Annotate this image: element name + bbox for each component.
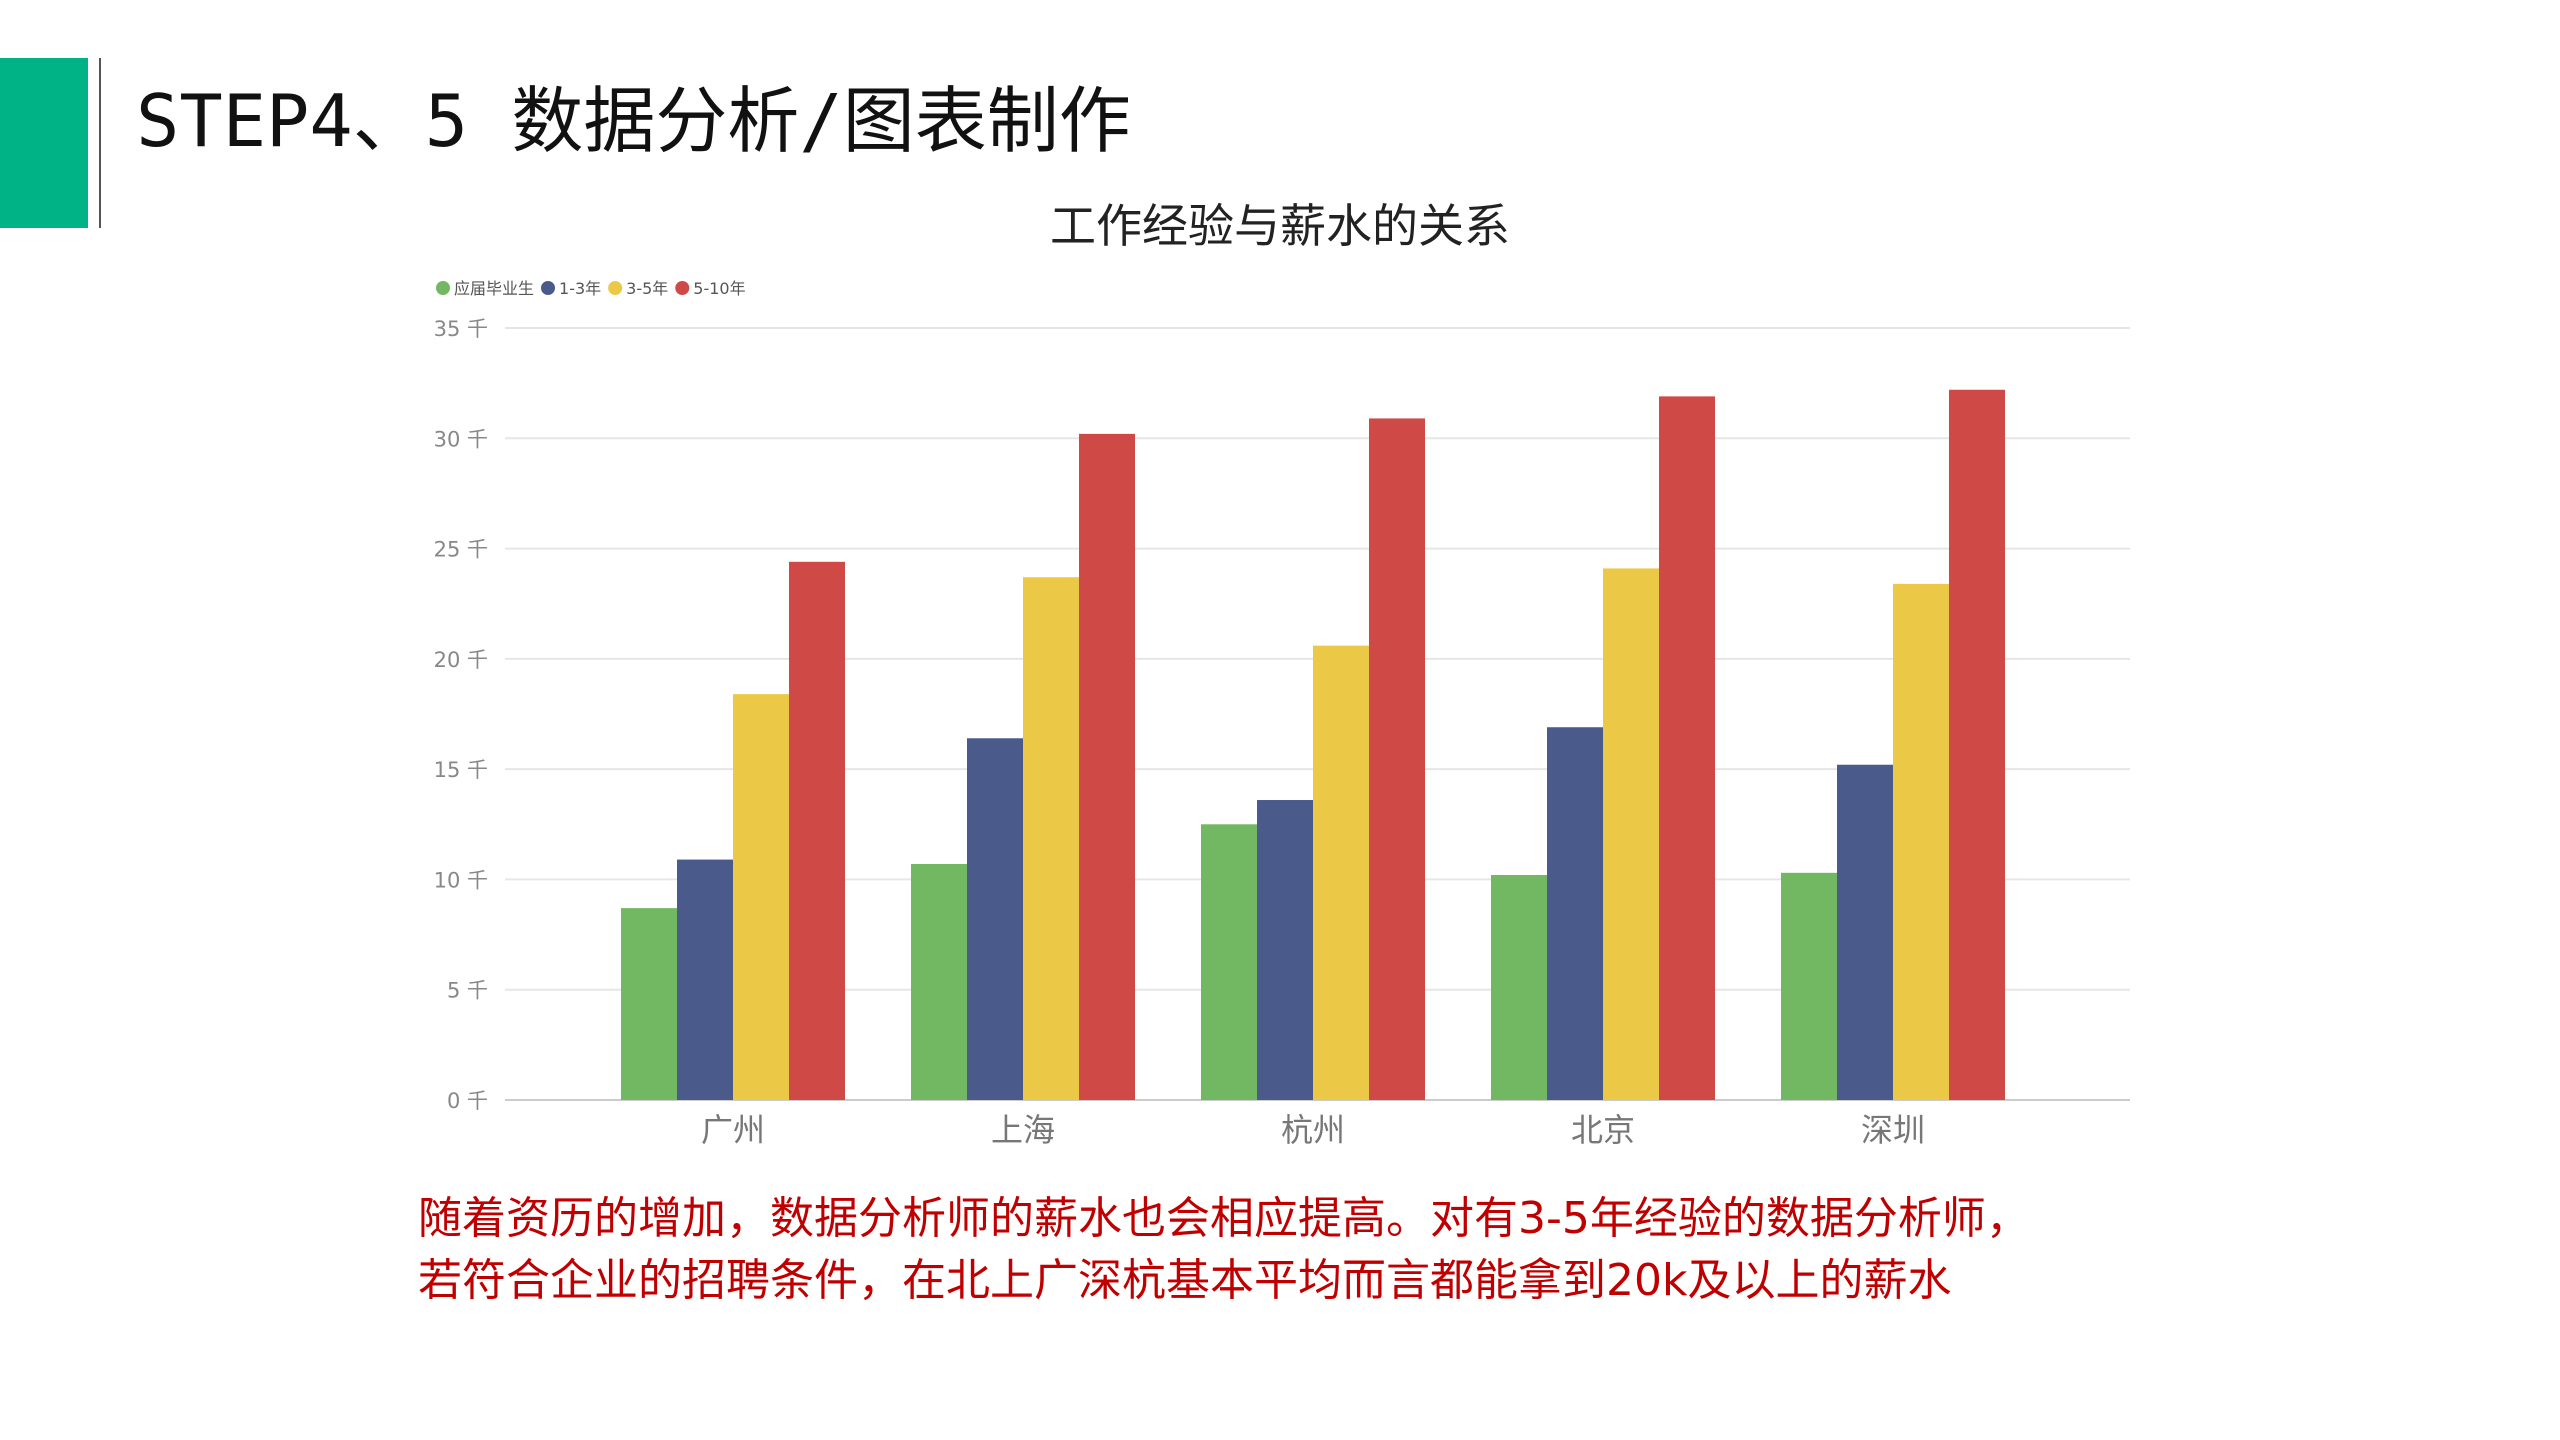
bar-上海-应届毕业生 — [911, 863, 967, 1100]
conclusion-line-1: 随着资历的增加，数据分析师的薪水也会相应提高。对有3-5年经验的数据分析师， — [418, 1193, 2030, 1244]
conclusion-line-2: 若符合企业的招聘条件，在北上广深杭基本平均而言都能拿到20k及以上的薪水 — [418, 1255, 1952, 1306]
bar-广州-1-3年 — [677, 859, 733, 1100]
y-tick-label-1: 5 千 — [447, 979, 488, 1003]
y-tick-label-0: 0 千 — [447, 1089, 488, 1113]
y-tick-label-4: 20 千 — [434, 648, 488, 672]
legend-marker-2 — [608, 281, 623, 295]
bar-广州-5-10年 — [789, 561, 845, 1100]
legend-label-0: 应届毕业生 — [454, 279, 534, 298]
y-tick-label-6: 30 千 — [434, 427, 488, 451]
bar-深圳-5-10年 — [1949, 389, 2005, 1100]
bar-广州-3-5年 — [733, 694, 789, 1100]
chart-title: 工作经验与薪水的关系 — [1050, 199, 1510, 253]
bar-北京-1-3年 — [1547, 727, 1603, 1100]
title-divider — [99, 58, 101, 228]
x-tick-label-4: 深圳 — [1861, 1111, 1925, 1149]
y-tick-label-2: 10 千 — [434, 868, 488, 892]
y-tick-label-7: 35 千 — [434, 317, 488, 341]
legend-label-2: 3-5年 — [626, 279, 668, 298]
x-tick-label-0: 广州 — [701, 1111, 765, 1149]
bar-北京-3-5年 — [1603, 568, 1659, 1100]
legend-label-1: 1-3年 — [559, 279, 601, 298]
bar-北京-5-10年 — [1659, 396, 1715, 1100]
x-tick-label-2: 杭州 — [1281, 1111, 1345, 1149]
bar-上海-3-5年 — [1023, 577, 1079, 1100]
legend-marker-0 — [436, 281, 450, 295]
bar-深圳-应届毕业生 — [1781, 872, 1837, 1100]
slide-title: STEP4、5 数据分析/图表制作 — [136, 79, 1131, 163]
bar-深圳-3-5年 — [1893, 583, 1949, 1100]
x-tick-label-3: 北京 — [1571, 1111, 1635, 1149]
bar-北京-应届毕业生 — [1491, 875, 1547, 1100]
x-tick-label-1: 上海 — [991, 1111, 1055, 1149]
title-accent-bar — [0, 58, 88, 228]
conclusion-text: 随着资历的增加，数据分析师的薪水也会相应提高。对有3-5年经验的数据分析师， 若… — [418, 1188, 2218, 1312]
bar-深圳-1-3年 — [1837, 764, 1893, 1100]
y-tick-label-5: 25 千 — [434, 538, 488, 562]
bar-广州-应届毕业生 — [621, 908, 677, 1100]
legend-marker-1 — [541, 281, 556, 295]
bar-上海-1-3年 — [967, 738, 1023, 1100]
bar-杭州-应届毕业生 — [1201, 824, 1257, 1100]
bar-杭州-5-10年 — [1369, 418, 1425, 1100]
legend-label-3: 5-10年 — [693, 279, 745, 298]
y-tick-label-3: 15 千 — [434, 758, 488, 782]
bar-杭州-1-3年 — [1257, 800, 1313, 1100]
bar-上海-5-10年 — [1079, 433, 1135, 1101]
legend-marker-3 — [675, 281, 690, 295]
bar-杭州-3-5年 — [1313, 645, 1369, 1100]
